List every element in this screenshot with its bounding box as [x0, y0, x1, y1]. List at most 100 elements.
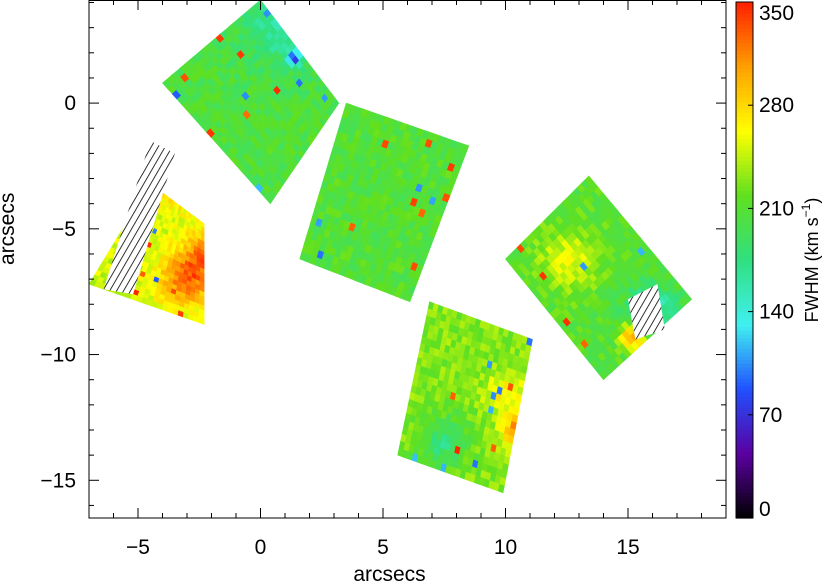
colorbar-segment — [736, 400, 753, 405]
colorbar-segment — [736, 326, 753, 331]
y-tick-label: −5 — [52, 218, 76, 241]
field-5 — [505, 175, 693, 381]
colorbar-segment — [736, 212, 753, 217]
colorbar-segment — [736, 355, 753, 361]
colorbar-label-exponent: −1 — [799, 203, 813, 217]
colorbar-segment — [736, 282, 753, 287]
colorbar-segment — [736, 175, 753, 180]
pixel — [404, 292, 413, 303]
colorbar-segment — [736, 366, 753, 372]
colorbar-segment — [736, 337, 753, 342]
colorbar-segment — [736, 68, 753, 73]
x-tick-label: 15 — [616, 536, 639, 559]
colorbar-segment — [736, 178, 753, 184]
colorbar-segment — [736, 252, 753, 257]
colorbar-segment — [736, 248, 753, 254]
colorbar-segment — [736, 171, 753, 176]
colorbar-segment — [736, 459, 753, 464]
colorbar-segment — [736, 64, 753, 69]
colorbar-segment — [736, 142, 753, 147]
colorbar-segment — [736, 57, 753, 62]
colorbar-segment — [736, 447, 753, 453]
colorbar-segment — [736, 226, 753, 232]
colorbar-segment — [736, 344, 753, 350]
colorbar-segment — [736, 315, 753, 320]
colorbar-segment — [736, 444, 753, 449]
colorbar-segment — [736, 119, 753, 125]
colorbar-segment — [736, 418, 753, 423]
colorbar-segment — [736, 455, 753, 460]
colorbar-segment — [736, 201, 753, 206]
colorbar-segment — [736, 271, 753, 276]
colorbar-segment — [736, 425, 753, 431]
colorbar-segment — [736, 285, 753, 291]
colorbar-segment — [736, 374, 753, 379]
colorbar-segment — [736, 296, 753, 302]
colorbar-segment — [736, 241, 753, 246]
colorbar-segment — [736, 396, 753, 401]
colorbar-segment — [736, 5, 753, 10]
colorbar-segment — [736, 422, 753, 427]
colorbar-segment — [736, 219, 753, 224]
colorbar-segment — [736, 318, 753, 324]
colorbar-tick-label: 70 — [759, 404, 782, 427]
colorbar-segment — [736, 352, 753, 357]
colorbar-segment — [736, 462, 753, 467]
colorbar-label-text: FWHM (km s — [802, 217, 822, 322]
colorbar-segment — [736, 215, 753, 221]
colorbar-segment — [736, 97, 753, 103]
colorbar-segment — [736, 182, 753, 187]
colorbar-segment — [736, 153, 753, 158]
colorbar-tick-label: 350 — [759, 2, 794, 25]
colorbar-segment — [736, 451, 753, 456]
field-4 — [397, 301, 533, 494]
pixel — [497, 483, 505, 494]
plot-axes: −5 0 5 10 15 0 −5 −10 −15 arcsecs arcsecs — [0, 0, 727, 586]
colorbar-segment — [736, 348, 753, 353]
colorbar-segment — [736, 311, 753, 316]
colorbar-segment — [736, 167, 753, 173]
colorbar-segment — [736, 94, 753, 99]
colorbar-segment — [736, 492, 753, 497]
colorbar-segment — [736, 499, 753, 504]
colorbar-segment — [736, 330, 753, 335]
y-tick-label: 0 — [64, 92, 76, 115]
colorbar-tick-label: 210 — [759, 197, 794, 220]
colorbar-segment — [736, 60, 753, 66]
colorbar-segment — [736, 75, 753, 80]
colorbar-segment — [736, 503, 753, 508]
colorbar-segment — [736, 322, 753, 327]
colorbar-segment — [736, 164, 753, 169]
colorbar-segment — [736, 13, 753, 18]
colorbar-segment — [736, 392, 753, 397]
field-2 — [162, 0, 340, 205]
colorbar-segment — [736, 24, 753, 29]
colorbar-segment — [736, 90, 753, 95]
colorbar-segment — [736, 20, 753, 25]
colorbar-segment — [736, 223, 753, 228]
colorbar-segment — [736, 389, 753, 394]
colorbar-segment — [736, 488, 753, 493]
field-3 — [299, 102, 470, 303]
colorbar-segment — [736, 429, 753, 434]
colorbar-segment — [736, 256, 753, 261]
colorbar-segment — [736, 359, 753, 364]
colorbar-segment — [736, 156, 753, 162]
colorbar-segment — [736, 278, 753, 283]
colorbar-segment — [736, 101, 753, 106]
colorbar-segment — [736, 112, 753, 117]
colorbar-segment — [736, 38, 753, 44]
colorbar-segment — [736, 245, 753, 250]
colorbar-segment — [736, 307, 753, 313]
colorbar-segment — [736, 46, 753, 51]
colorbar-segment — [736, 407, 753, 412]
colorbar-segment — [736, 116, 753, 121]
colorbar-segment — [736, 484, 753, 490]
colorbar-segment — [736, 510, 753, 515]
colorbar-segment — [736, 385, 753, 390]
colorbar-segment — [736, 2, 753, 7]
colorbar-segment — [736, 293, 753, 298]
colorbar-segment — [736, 289, 753, 294]
colorbar-segment — [736, 230, 753, 235]
